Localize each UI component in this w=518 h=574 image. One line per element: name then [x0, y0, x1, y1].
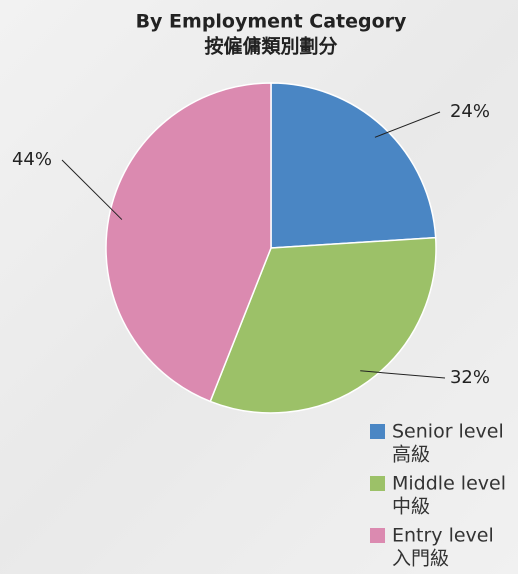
- legend-swatch: [370, 528, 385, 543]
- data-label: 44%: [12, 149, 52, 170]
- legend-label-zh: 入門級: [392, 548, 449, 570]
- legend-label-zh: 中級: [392, 496, 430, 518]
- chart-title: By Employment Category: [136, 11, 407, 33]
- legend-label: Entry level: [392, 525, 494, 547]
- legend-swatch: [370, 424, 385, 439]
- leader-line: [374, 111, 441, 138]
- leader-line: [61, 159, 123, 220]
- pie-slice: [209, 236, 437, 414]
- legend-label: Middle level: [392, 473, 506, 495]
- data-label: 24%: [450, 101, 490, 122]
- data-label: 32%: [450, 367, 490, 388]
- chart-subtitle: 按僱傭類別劃分: [204, 35, 337, 58]
- legend-label-zh: 高級: [392, 444, 430, 466]
- legend-label: Senior level: [392, 421, 504, 443]
- pie-slice: [270, 82, 437, 249]
- legend-swatch: [370, 476, 385, 491]
- leader-line: [360, 370, 446, 379]
- pie-slice: [105, 82, 272, 403]
